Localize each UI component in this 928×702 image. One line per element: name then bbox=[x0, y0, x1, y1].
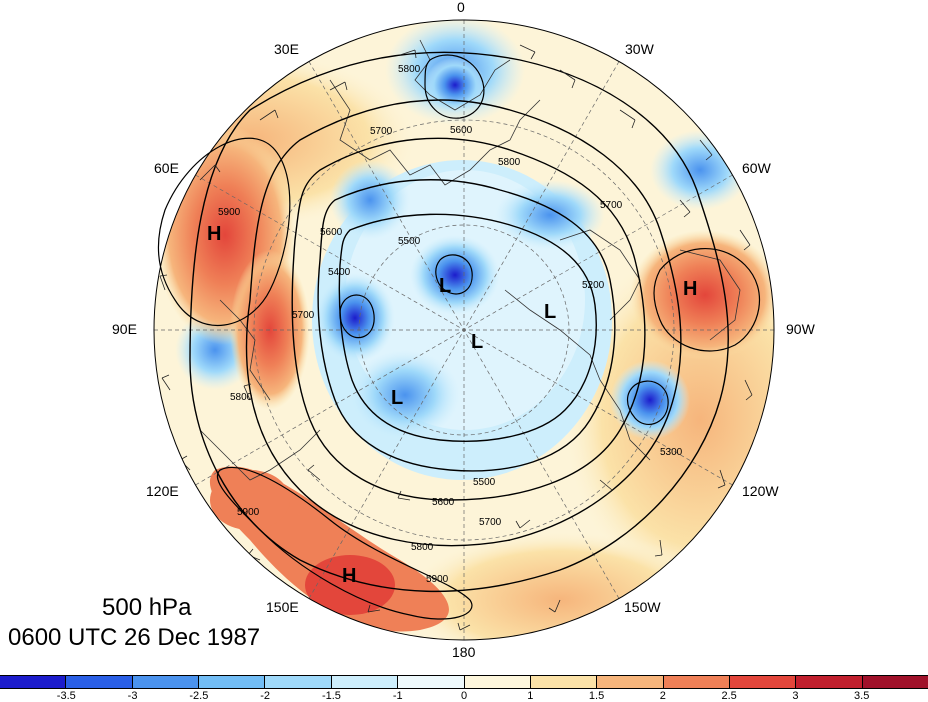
colorbar-tick-label: -1 bbox=[392, 690, 403, 702]
colorbar-box bbox=[597, 676, 664, 688]
contour-label: 5900 bbox=[218, 207, 241, 218]
contour-label: 5500 bbox=[473, 477, 496, 488]
longitude-label-90w: 90W bbox=[786, 321, 815, 337]
colorbar-tick-label: 1.5 bbox=[588, 690, 605, 702]
colorbar-box bbox=[132, 676, 200, 688]
contour-label: 5900 bbox=[237, 507, 260, 518]
colorbar-box bbox=[265, 676, 332, 688]
contour-label: 5400 bbox=[328, 267, 351, 278]
colorbar-box bbox=[398, 676, 465, 688]
low-center-marker: L bbox=[544, 301, 556, 323]
contour-label: 5600 bbox=[320, 227, 343, 238]
contour-label: 5600 bbox=[432, 497, 455, 508]
contour-label: 5800 bbox=[411, 542, 434, 553]
colorbar-tick-label: 1 bbox=[527, 690, 534, 702]
colorbar-box bbox=[663, 676, 730, 688]
contour-label: 5700 bbox=[479, 517, 502, 528]
contour-labels: 5800 5700 5600 5500 5400 5200 5900 5600 … bbox=[218, 64, 683, 585]
high-center-marker: H bbox=[207, 223, 221, 245]
colorbar-tick-label: -2.5 bbox=[189, 690, 209, 702]
contour-label: 5200 bbox=[582, 280, 605, 291]
colorbar-box bbox=[331, 676, 399, 688]
longitude-label-120w: 120W bbox=[742, 483, 779, 499]
colorbar-box bbox=[530, 676, 598, 688]
colorbar-tick-label: -3 bbox=[127, 690, 138, 702]
colorbar bbox=[0, 675, 928, 689]
colorbar-tick-label: -1.5 bbox=[321, 690, 341, 702]
low-center-marker: L bbox=[439, 275, 451, 297]
longitude-label-150e: 150E bbox=[266, 599, 299, 615]
longitude-label-150w: 150W bbox=[624, 599, 661, 615]
contour-label: 5500 bbox=[398, 236, 421, 247]
contour-label: 5700 bbox=[292, 310, 315, 321]
contour-label: 5800 bbox=[230, 392, 253, 403]
longitude-label-60w: 60W bbox=[742, 160, 771, 176]
longitude-label-120e: 120E bbox=[146, 483, 179, 499]
colorbar-box bbox=[199, 676, 266, 688]
contour-label: 5800 bbox=[498, 157, 521, 168]
high-center-marker: H bbox=[683, 278, 697, 300]
low-center-marker: L bbox=[391, 387, 403, 409]
colorbar-box bbox=[66, 676, 133, 688]
colorbar-tick-label: 3.5 bbox=[854, 690, 870, 702]
graticule bbox=[154, 20, 774, 640]
low-center-marker: L bbox=[471, 331, 483, 353]
map-boundary bbox=[153, 19, 775, 641]
map-level-title: 500 hPa bbox=[102, 594, 192, 621]
colorbar-tick-label: -2 bbox=[260, 690, 271, 702]
longitude-label-30e: 30E bbox=[274, 41, 299, 57]
high-center-marker: H bbox=[342, 565, 356, 587]
contour-label: 5900 bbox=[426, 574, 449, 585]
contour-label: 5700 bbox=[600, 200, 623, 211]
contour-label: 5600 bbox=[450, 125, 473, 136]
colorbar-box bbox=[796, 676, 863, 688]
colorbar-tick-label: 2.5 bbox=[721, 690, 737, 702]
contour-label: 5800 bbox=[398, 64, 421, 75]
pressure-centers: H H H L L L L bbox=[207, 223, 697, 587]
colorbar-box bbox=[464, 676, 531, 688]
colorbar-tick-label: -3.5 bbox=[56, 690, 76, 702]
colorbar-tick-label: 0 bbox=[460, 690, 468, 702]
contour-label: 5700 bbox=[370, 126, 393, 137]
longitude-label-90e: 90E bbox=[112, 321, 137, 337]
contour-label: 5300 bbox=[660, 447, 683, 458]
longitude-label-60e: 60E bbox=[154, 160, 179, 176]
longitude-label-180: 180 bbox=[452, 644, 476, 660]
anomaly-shading bbox=[154, 20, 774, 640]
colorbar-tick-label: 3 bbox=[792, 690, 799, 702]
longitude-label-30w: 30W bbox=[625, 41, 654, 57]
colorbar-box bbox=[729, 676, 797, 688]
longitude-label-0: 0 bbox=[457, 0, 465, 15]
height-contours bbox=[157, 51, 760, 620]
colorbar-tick-label: 2 bbox=[659, 690, 666, 702]
colorbar-box bbox=[0, 676, 67, 688]
map-time-title: 0600 UTC 26 Dec 1987 bbox=[8, 624, 261, 651]
colorbar-box bbox=[862, 676, 928, 688]
